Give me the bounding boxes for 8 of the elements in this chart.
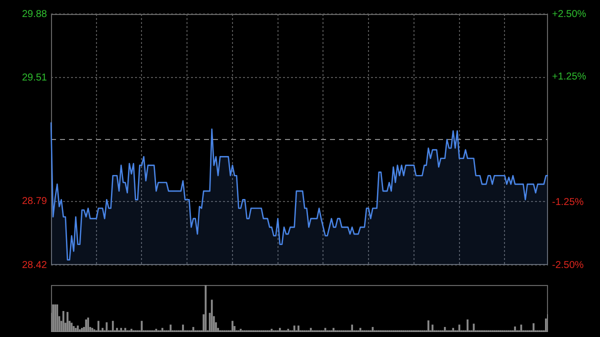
y-tick-label: 28.42 xyxy=(22,260,48,271)
y2-tick-label: +1.25% xyxy=(552,72,586,82)
y2-tick-label: -2.50% xyxy=(552,260,584,271)
y2-tick-label: -1.25% xyxy=(552,197,584,208)
y-tick-label: 29.51 xyxy=(22,72,48,84)
y-tick-label: 28.79 xyxy=(22,196,48,208)
y2-tick-label: +2.50% xyxy=(552,8,586,20)
y-tick-label: 29.88 xyxy=(22,8,48,20)
